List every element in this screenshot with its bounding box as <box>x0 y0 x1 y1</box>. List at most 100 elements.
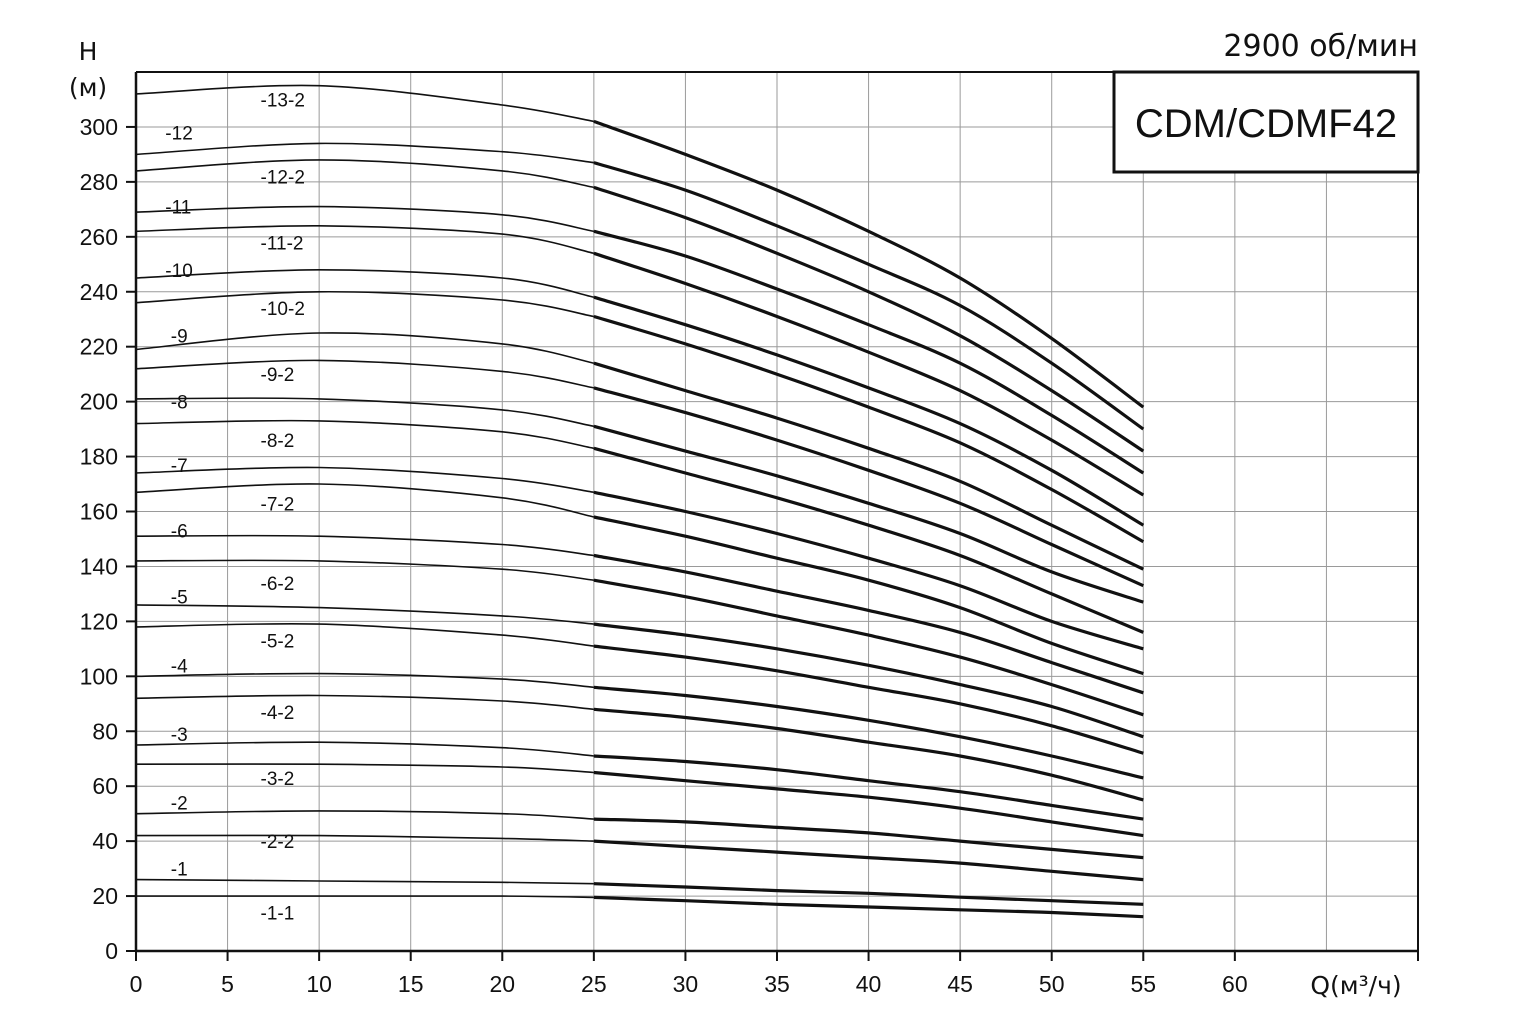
y-axis-label-h: H <box>79 37 98 66</box>
curve-label: -5 <box>171 588 188 609</box>
curve-series <box>135 159 1145 453</box>
curve-line-operating <box>593 490 1144 651</box>
curve-line-low-flow <box>135 559 594 581</box>
curve-line-operating <box>593 361 1144 571</box>
curve-label: -7 <box>171 456 188 477</box>
y-tick-label: 300 <box>80 114 118 140</box>
curve-line-low-flow <box>135 694 594 711</box>
curve-line-operating <box>593 770 1144 838</box>
curve-label: -2 <box>171 794 188 815</box>
chart-title: CDM/CDMF42 <box>1135 102 1397 146</box>
y-tick-label: 80 <box>92 718 118 744</box>
x-tick-label: 30 <box>673 971 699 997</box>
x-tick-label: 55 <box>1130 971 1156 997</box>
curve-line-operating <box>593 707 1144 802</box>
curve-line-operating <box>593 295 1145 527</box>
curve-label: -1-1 <box>261 904 295 925</box>
y-tick-label: 220 <box>80 334 118 360</box>
curve-line-operating <box>593 644 1144 755</box>
curve-line-operating <box>593 515 1144 676</box>
curve-line-operating <box>593 553 1144 695</box>
curve-series <box>135 741 1144 821</box>
curve-line-operating <box>593 622 1144 739</box>
curve-label: -13-2 <box>261 90 305 111</box>
curve-line-low-flow <box>135 359 595 389</box>
curves <box>135 84 1145 919</box>
curve-label: -12-2 <box>261 167 305 188</box>
curve-label: -6-2 <box>261 574 295 595</box>
y-tick-label: 180 <box>80 444 118 470</box>
curve-line-low-flow <box>135 205 595 233</box>
speed-subtitle: 2900 об/мин <box>1223 29 1418 64</box>
curve-series <box>135 142 1145 431</box>
curve-line-operating <box>593 839 1144 882</box>
curve-line-operating <box>593 817 1144 860</box>
curve-series <box>135 205 1145 475</box>
curve-series <box>135 604 1144 739</box>
curve-series <box>135 559 1144 717</box>
grid <box>136 72 1418 951</box>
x-axis-label: Q(м³/ч) <box>1310 971 1401 1000</box>
y-tick-label: 0 <box>105 938 118 964</box>
y-tick-label: 120 <box>80 608 118 634</box>
y-tick-label: 140 <box>80 553 118 579</box>
curve-line-low-flow <box>135 741 594 757</box>
x-tick-label: 50 <box>1039 971 1065 997</box>
curve-line-low-flow <box>135 534 594 557</box>
curve-line-low-flow <box>135 224 595 255</box>
curve-line-low-flow <box>135 142 594 164</box>
x-tick-label: 0 <box>130 971 143 997</box>
x-tick-label: 45 <box>947 971 973 997</box>
curve-line-operating <box>593 119 1145 409</box>
y-axis-label-unit: (м) <box>69 73 107 102</box>
curve-line-low-flow <box>135 466 595 494</box>
curve-label: -5-2 <box>261 632 295 653</box>
curve-label: -9-2 <box>261 365 295 386</box>
curve-label: -11-2 <box>261 233 304 254</box>
curve-series <box>135 466 1144 651</box>
curve-label: -8 <box>171 393 188 414</box>
curve-label: -10 <box>165 261 192 282</box>
y-tick-label: 200 <box>80 389 118 415</box>
curve-labels: -13-2 -12 -12-2 -11 -11-2 -10 -10-2 -9 -9-2 -8 -8-… <box>165 90 305 924</box>
x-tick-label: 35 <box>764 971 790 997</box>
curve-label: -3-2 <box>261 769 295 790</box>
curve-series <box>135 810 1144 860</box>
curve-line-low-flow <box>135 419 595 450</box>
y-tick-label: 260 <box>80 224 118 250</box>
y-tick-label: 40 <box>92 828 118 854</box>
y-tick-label: 160 <box>80 499 118 525</box>
curve-label: -11 <box>165 198 191 219</box>
x-tick-label: 40 <box>856 971 882 997</box>
curve-line-operating <box>593 424 1144 604</box>
curve-line-operating <box>593 895 1144 919</box>
curve-series <box>135 483 1144 676</box>
curve-line-operating <box>593 314 1145 544</box>
curve-line-low-flow <box>135 268 595 298</box>
x-tick-label: 25 <box>581 971 607 997</box>
curve-line-low-flow <box>135 290 595 318</box>
x-tick-label: 20 <box>489 971 515 997</box>
curve-line-operating <box>593 229 1145 475</box>
curve-line-low-flow <box>135 622 594 647</box>
curve-line-low-flow <box>135 763 594 774</box>
curve-series <box>135 763 1144 838</box>
y-tick-label: 60 <box>92 773 118 799</box>
ticks: 0 5 10 15 20 25 30 35 40 45 50 55 60 0 20 40 60 80 100 120 1… <box>80 114 1419 997</box>
curve-line-low-flow <box>135 604 594 625</box>
curve-line-low-flow <box>135 159 595 189</box>
y-tick-label: 280 <box>80 169 118 195</box>
curve-series <box>135 878 1144 906</box>
curve-line-low-flow <box>135 84 595 123</box>
curve-line-low-flow <box>135 810 594 820</box>
curve-series <box>135 84 1145 409</box>
curve-series <box>135 419 1144 634</box>
curve-line-low-flow <box>135 483 595 518</box>
curve-line-operating <box>593 754 1144 821</box>
curve-line-low-flow <box>135 672 594 689</box>
x-tick-label: 60 <box>1222 971 1248 997</box>
y-tick-label: 240 <box>80 279 118 305</box>
curve-label: -6 <box>171 522 188 543</box>
y-tick-label: 20 <box>92 883 118 909</box>
curve-label: -9 <box>171 327 188 348</box>
